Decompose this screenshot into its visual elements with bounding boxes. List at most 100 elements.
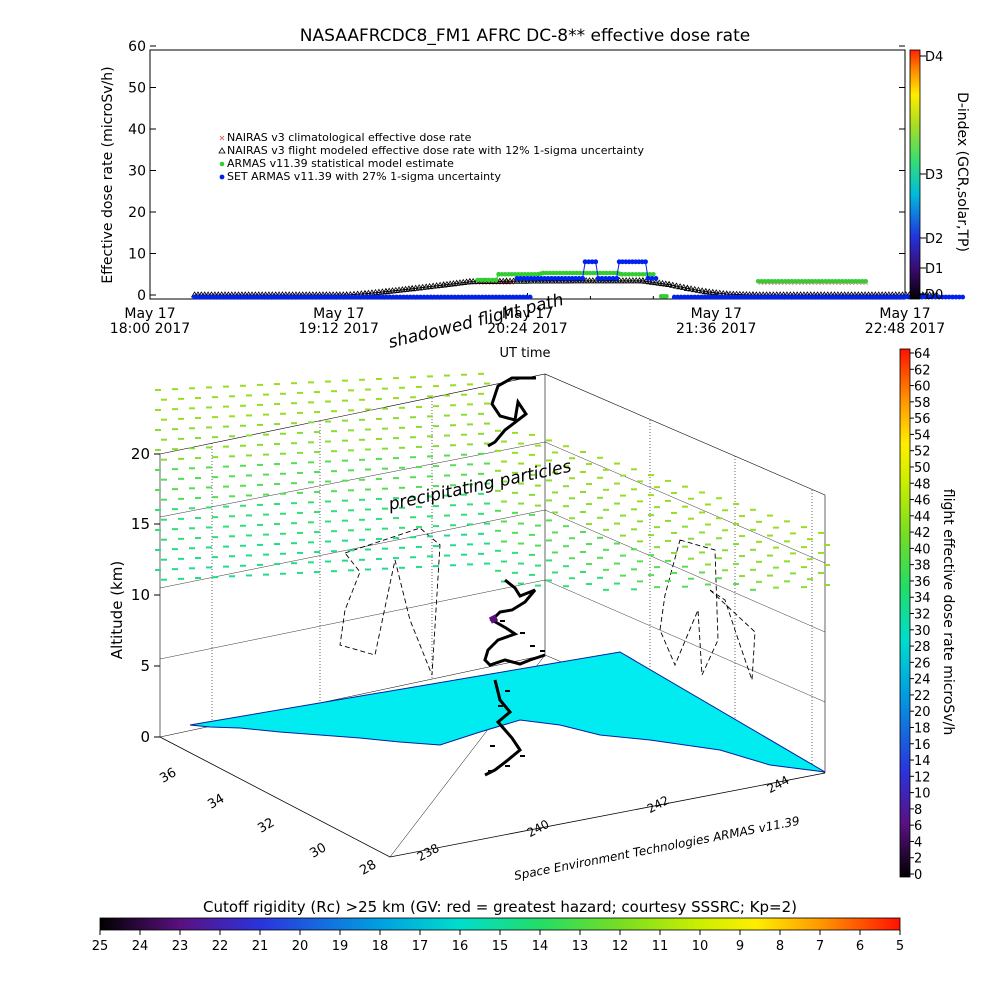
series-marker (702, 294, 708, 300)
latitude-ticks: 36 34 32 30 28 (157, 765, 379, 878)
dose-colorbar-tick-label: 60 (914, 380, 931, 395)
series-marker (294, 294, 300, 300)
series-marker (839, 279, 845, 284)
rigidity-colorbar-tick-label: 25 (92, 939, 109, 954)
series-marker (277, 294, 283, 300)
series-marker (712, 289, 720, 296)
dose-colorbar-tick-label: 24 (914, 673, 931, 688)
rigidity-colorbar-tick-label: 11 (652, 939, 669, 954)
series-marker (709, 288, 717, 295)
latitude-tick-label: 28 (357, 857, 379, 878)
rigidity-colorbar-tick-label: 16 (452, 939, 469, 954)
top-y-tick-label: 30 (128, 164, 146, 180)
series-marker (762, 279, 768, 284)
series-marker (905, 294, 911, 300)
rigidity-colorbar-tick-label: 19 (332, 939, 349, 954)
series-marker (851, 294, 857, 300)
legend-entry-label: NAIRAS v3 climatological effective dose … (227, 131, 472, 144)
series-marker (383, 294, 389, 300)
series-marker (322, 294, 328, 300)
series-marker (626, 271, 632, 277)
series-marker (834, 294, 840, 300)
series-marker (243, 294, 249, 300)
series-marker (431, 294, 437, 300)
series-marker (777, 294, 782, 300)
series-marker (486, 294, 492, 300)
dose-colorbar-tick-label: 38 (914, 559, 931, 574)
series-marker (844, 294, 850, 300)
series-marker (566, 276, 572, 281)
series-marker (291, 294, 297, 300)
series-marker (790, 294, 796, 300)
series-marker (359, 294, 365, 300)
top-x-tick-label: 18:00 2017 (110, 321, 190, 337)
series-marker (523, 277, 532, 284)
series-marker (518, 276, 523, 281)
dose-colorbar-tick-label: 44 (914, 510, 931, 525)
series-marker (509, 277, 518, 284)
series-marker (535, 276, 541, 281)
rigidity-colorbar-tick-label: 8 (776, 939, 784, 954)
series-marker (675, 294, 681, 300)
altitude-tick-label: 0 (140, 728, 150, 746)
series-marker (648, 278, 657, 285)
series-marker (789, 279, 795, 284)
series-marker (246, 294, 252, 300)
flight-point (520, 755, 525, 757)
series-marker (685, 294, 691, 300)
dose-colorbar-tick-label: 26 (914, 656, 931, 671)
series-marker (821, 294, 826, 300)
series-marker (939, 294, 945, 300)
series-marker (260, 294, 266, 300)
series-marker (219, 135, 225, 141)
series-marker (589, 259, 595, 265)
rigidity-colorbar-tick-label: 22 (212, 939, 229, 954)
series-marker (590, 270, 596, 276)
series-marker (435, 294, 441, 300)
rigidity-colorbar-tick-label: 5 (896, 939, 904, 954)
series-marker (607, 270, 613, 276)
series-marker (664, 293, 669, 299)
series-marker (531, 276, 537, 281)
series-marker (655, 279, 663, 286)
series-marker (212, 294, 218, 300)
series-marker (691, 285, 699, 293)
series-marker (514, 294, 519, 300)
series-marker (387, 294, 393, 300)
series-marker (394, 294, 399, 300)
dose-colorbar-tick-label: 52 (914, 445, 931, 460)
series-marker (335, 294, 341, 300)
series-marker (749, 294, 755, 300)
series-marker (233, 294, 239, 300)
series-line (194, 280, 937, 296)
series-marker (643, 259, 648, 265)
series-marker (199, 294, 204, 300)
annotation-set-armas: Space Environment Technologies ARMAS v11… (513, 814, 801, 883)
series-marker (582, 259, 588, 265)
series-marker (692, 294, 698, 300)
series-marker (600, 270, 606, 276)
flight-point (530, 645, 535, 647)
series-marker (270, 294, 276, 300)
dose-colorbar-tick-label: 2 (914, 852, 922, 867)
dose-colorbar-tick-label: 6 (914, 819, 922, 834)
series-marker (342, 294, 348, 300)
series-marker (274, 294, 280, 300)
dose-colorbar-tick-label: 42 (914, 526, 931, 541)
series-marker (743, 294, 748, 300)
dose-colorbar-tick-label: 28 (914, 640, 931, 655)
series-marker (520, 294, 526, 300)
series-marker (640, 271, 646, 277)
series-marker (315, 294, 321, 300)
series-marker (599, 276, 605, 281)
series-marker (855, 294, 860, 300)
series-marker (519, 271, 524, 277)
d-index-colorbar (909, 49, 921, 300)
flight-point (505, 765, 510, 767)
series-marker (459, 294, 465, 300)
series-marker (824, 294, 830, 300)
series-marker (557, 270, 563, 276)
dose-colorbar (899, 348, 911, 878)
series-marker (759, 279, 764, 284)
